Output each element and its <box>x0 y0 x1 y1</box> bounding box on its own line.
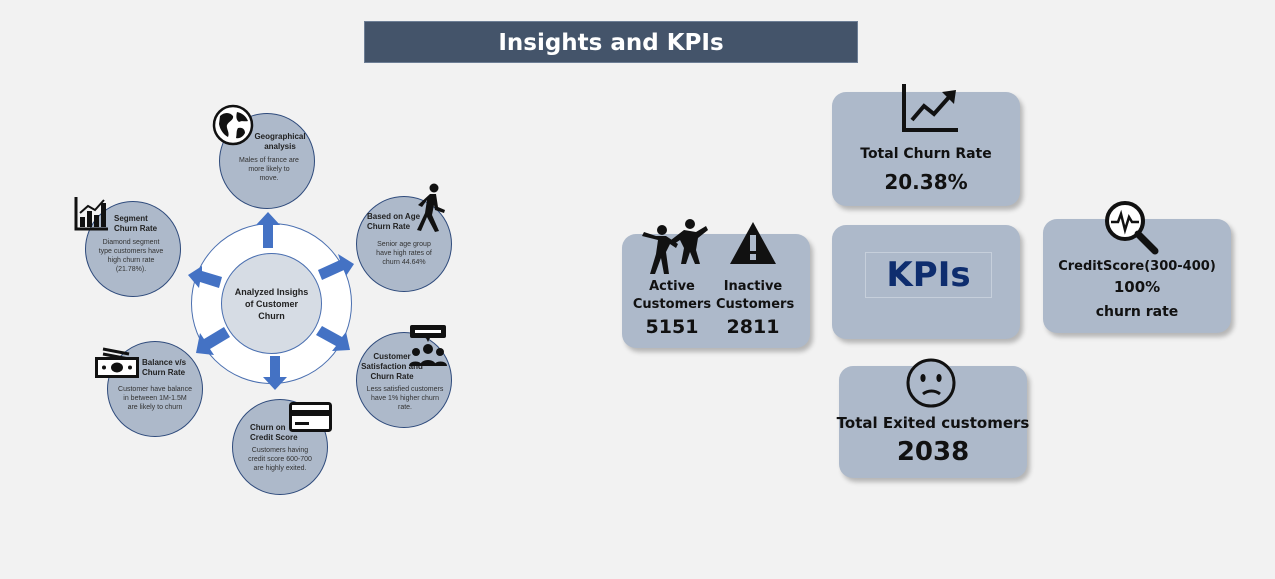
age-desc: Senior age group have high rates of chur… <box>376 241 432 266</box>
credit-title: Churn on Credit Score <box>250 423 298 442</box>
satisfaction-desc: Less satisfied customers have 1% higher … <box>366 386 444 411</box>
arrow-up-right <box>318 254 354 280</box>
sad-face-icon <box>906 358 956 408</box>
balance-title: Balance v/s Churn Rate <box>142 358 187 377</box>
credit-score-card: CreditScore(300-400) 100% churn rate <box>1043 201 1231 333</box>
segment-desc: Diamond segment type customers have high… <box>98 239 164 273</box>
credit-score-value: 100% <box>1113 278 1161 296</box>
active-label: Active Customers <box>632 279 712 312</box>
satisfaction-circle: Customer Satisfaction and Churn Rate Les… <box>356 332 452 428</box>
kpis-center-label: KPIs <box>865 252 992 298</box>
credit-desc: Customers having credit score 600-700 ar… <box>248 447 312 472</box>
active-value: 5151 <box>645 316 699 338</box>
segment-title: Segment Churn Rate <box>114 214 158 233</box>
arrow-down-right <box>316 326 350 351</box>
cash-icon <box>95 347 139 378</box>
satisfaction-title: Customer Satisfaction and Churn Rate <box>361 352 423 381</box>
warning-icon <box>730 222 776 264</box>
arrow-down <box>263 356 287 390</box>
exited-card: Total Exited customers 2038 <box>837 358 1029 478</box>
balance-desc: Customer have balance in between 1M-1.5M… <box>118 386 192 411</box>
bar-chart-icon <box>74 197 108 231</box>
page-title: Insights and KPIs <box>364 21 858 63</box>
trend-up-chart-icon <box>902 84 958 132</box>
credit-card-icon <box>289 402 332 432</box>
age-title: Based on Age Churn Rate <box>367 212 421 231</box>
customers-card: Active Customers 5151 Inactive Customers… <box>622 219 810 348</box>
exited-value: 2038 <box>896 437 970 467</box>
geo-title: Geographical analysis <box>254 132 306 151</box>
inactive-value: 2811 <box>726 316 780 338</box>
walking-person-icon <box>417 183 445 232</box>
credit-score-sub: churn rate <box>1095 304 1179 320</box>
credit-score-label: CreditScore(300-400) <box>1058 259 1216 274</box>
age-circle: Based on Age Churn Rate Senior age group… <box>356 196 452 292</box>
dancing-people-icon <box>642 219 708 274</box>
inactive-label: Inactive Customers <box>716 279 795 312</box>
geo-desc: Males of france are more likely to move. <box>239 157 299 182</box>
arrow-up <box>256 212 280 248</box>
center-label: Analyzed Insighs of Customer Churn <box>234 286 309 321</box>
customer-feedback-icon <box>409 325 447 366</box>
magnifier-pulse-icon <box>1105 201 1159 255</box>
kpis-center-card <box>832 225 1020 339</box>
total-churn-label: Total Churn Rate <box>860 146 992 162</box>
total-churn-card: Total Churn Rate 20.38% <box>832 84 1020 206</box>
balance-circle: Balance v/s Churn Rate Customer have bal… <box>107 341 203 437</box>
total-churn-value: 20.38% <box>884 170 968 194</box>
globe-icon <box>212 104 254 146</box>
exited-label: Total Exited customers <box>836 414 1030 432</box>
center-circle: Analyzed Insighs of Customer Churn <box>221 253 322 354</box>
arrow-down-left <box>196 327 230 355</box>
arrow-up-left <box>188 266 222 288</box>
